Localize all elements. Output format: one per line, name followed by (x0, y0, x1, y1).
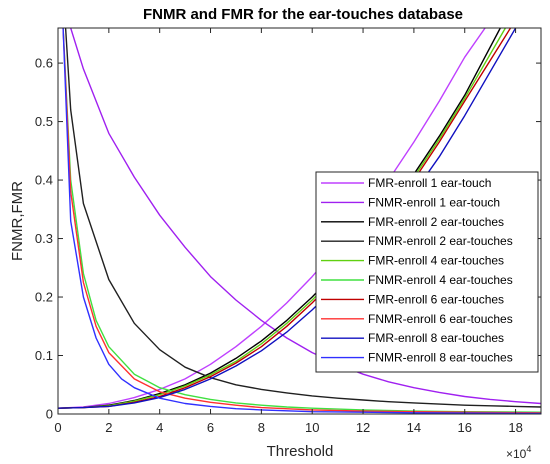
x-tick-label: 0 (54, 420, 61, 435)
legend-entry: FMR-enroll 8 ear-touches (368, 331, 504, 345)
series-line-6 (62, 28, 541, 413)
series-line-8 (62, 28, 541, 414)
legend-entry: FMR-enroll 2 ear-touches (368, 215, 504, 229)
series-line-10 (62, 28, 541, 414)
chart-title: FNMR and FMR for the ear-touches databas… (143, 6, 463, 23)
y-tick-label: 0.6 (35, 56, 53, 71)
x-axis-label: Threshold (267, 443, 334, 460)
legend-entry: FMR-enroll 1 ear-touch (368, 176, 491, 190)
series-line-4 (64, 28, 541, 408)
series-line-2 (70, 28, 541, 405)
x-tick-label: 10 (305, 420, 319, 435)
legend-entry: FNMR-enroll 6 ear-touches (368, 312, 513, 326)
plot-area-frame (57, 27, 542, 415)
axes (57, 27, 542, 415)
series-line-1 (58, 28, 486, 409)
legend-entry: FNMR-enroll 1 ear-touch (368, 195, 500, 209)
series-line-5 (58, 28, 507, 409)
legend-entry: FMR-enroll 6 ear-touches (368, 292, 504, 306)
ticks: 0 2 4 6 8 10 12 14 16 18 0 0.1 0.2 0.3 0.4 0.5 0.6 (35, 28, 541, 435)
x-tick-label: 14 (407, 420, 421, 435)
x-tick-label: 18 (508, 420, 522, 435)
legend: FMR-enroll 1 ear-touch FNMR-enroll 1 ear-… (315, 171, 539, 373)
y-tick-label: 0.3 (35, 231, 53, 246)
x-tick-label: 6 (207, 420, 214, 435)
legend-entry: FNMR-enroll 2 ear-touches (368, 234, 513, 248)
legend-entry: FNMR-enroll 4 ear-touches (368, 273, 513, 287)
x-axis-multiplier: ×104 (506, 444, 531, 461)
y-tick-label: 0.1 (35, 348, 53, 363)
x-axis-multiplier-base: ×10 (506, 447, 527, 461)
x-tick-label: 16 (458, 420, 472, 435)
y-tick-label: 0.4 (35, 173, 53, 188)
x-tick-label: 2 (105, 420, 112, 435)
x-tick-label: 4 (156, 420, 163, 435)
legend-entry: FMR-enroll 4 ear-touches (368, 254, 504, 268)
y-tick-label: 0.5 (35, 114, 53, 129)
legend-entry: FNMR-enroll 8 ear-touches (368, 351, 513, 365)
x-tick-label: 8 (258, 420, 265, 435)
y-axis-label: FNMR,FMR (9, 181, 26, 261)
y-tick-label: 0.2 (35, 290, 53, 305)
x-axis-multiplier-exponent: 4 (526, 444, 531, 454)
x-tick-label: 12 (356, 420, 370, 435)
y-tick-label: 0 (46, 407, 53, 422)
